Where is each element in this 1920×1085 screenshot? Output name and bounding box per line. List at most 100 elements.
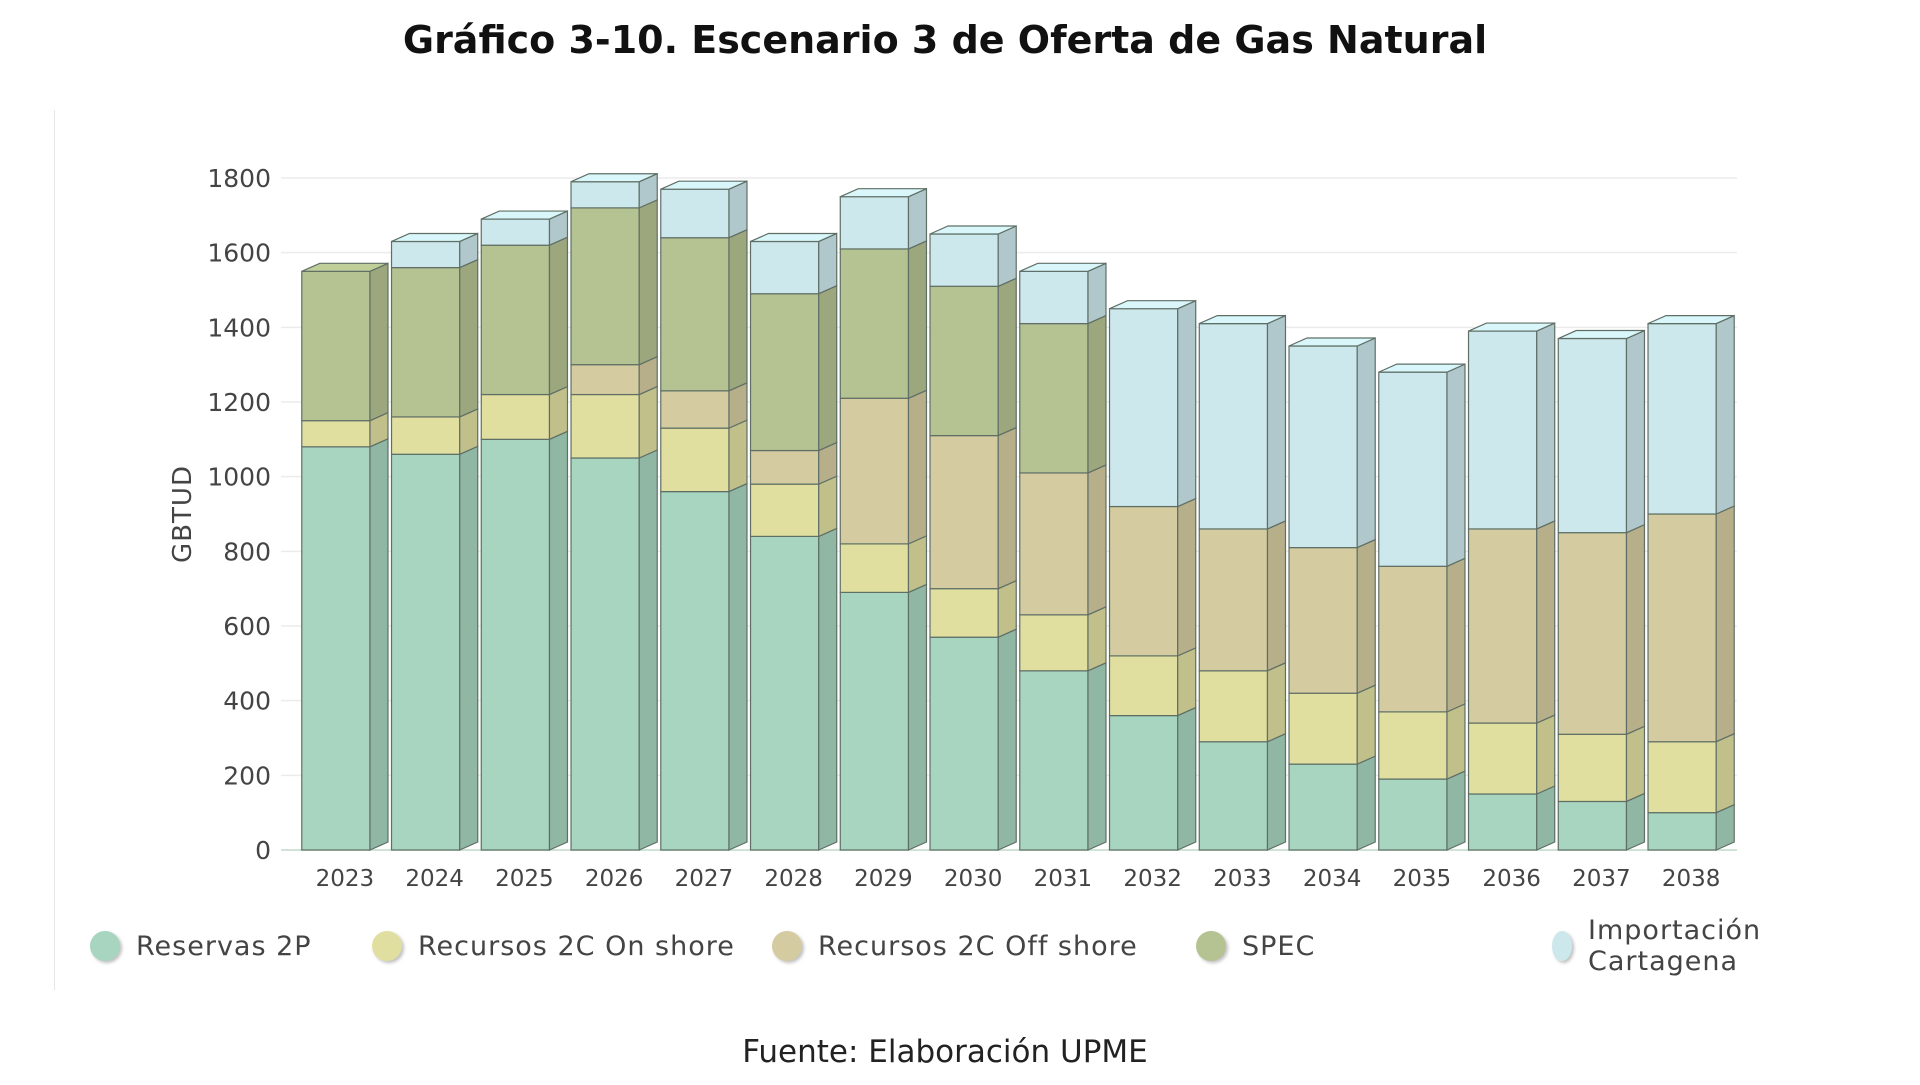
bar-segment-side xyxy=(1177,706,1197,851)
x-tick-label: 2034 xyxy=(1303,866,1362,892)
bar-segment-side xyxy=(1177,646,1197,717)
y-tick-label: 1000 xyxy=(207,463,271,492)
bar-segment xyxy=(1557,337,1628,534)
bar-segment-side xyxy=(638,198,658,366)
bar-segment xyxy=(1108,505,1179,657)
bar-segment xyxy=(660,188,730,239)
chart-panel: 0 200 400 600 800 1000 1200 1400 1600 1800 GBTUD 20… xyxy=(54,110,1827,990)
x-tick-label: 2030 xyxy=(944,866,1003,892)
bar-segment-side xyxy=(1356,337,1376,549)
chart-legend: Reservas 2P Recursos 2C On shore Recursos … xyxy=(90,915,1810,977)
y-tick-label: 400 xyxy=(223,687,271,716)
y-tick-label: 1800 xyxy=(207,164,271,193)
bar-top xyxy=(1647,315,1735,325)
bar-top xyxy=(1378,363,1466,373)
legend-item: SPEC xyxy=(1196,922,1315,970)
legend-label: Recursos 2C Off shore xyxy=(818,930,1138,962)
x-tick-label: 2037 xyxy=(1572,866,1631,892)
bar-segment-side xyxy=(1536,322,1556,530)
legend-item: Recursos 2C On shore xyxy=(372,922,735,970)
bar-segment xyxy=(1108,655,1179,717)
bar-segment-side xyxy=(907,583,928,851)
bar-segment-side xyxy=(1087,605,1107,672)
bar-top xyxy=(1288,337,1376,347)
bar-segment-side xyxy=(907,389,928,545)
bar-segment xyxy=(1647,323,1717,515)
bar-segment xyxy=(480,393,551,440)
bar-top xyxy=(840,188,927,198)
bar-top xyxy=(1468,322,1555,332)
bar-group xyxy=(660,180,748,851)
bar-segment xyxy=(1288,345,1358,549)
stacked-bar-chart: 0 200 400 600 800 1000 1200 1400 1600 1800 GBTUD 20… xyxy=(168,164,1737,892)
y-tick-label: 800 xyxy=(223,537,271,566)
bar-segment-side xyxy=(1087,314,1107,474)
bar-segment xyxy=(1557,532,1628,735)
bar-segment-side xyxy=(1266,732,1287,851)
bar-segment-side xyxy=(907,240,928,400)
bar-segment xyxy=(1198,323,1269,530)
bar-segment xyxy=(1198,741,1269,851)
chart-title: Gráfico 3-10. Escenario 3 de Oferta de G… xyxy=(402,18,1488,62)
bar-segment xyxy=(929,588,999,638)
bar-segment-side xyxy=(1266,520,1287,672)
bar-segment-side xyxy=(1356,538,1376,695)
bar-segment-side xyxy=(1715,732,1735,814)
bar-segment xyxy=(1647,812,1717,851)
bar-segment-side xyxy=(1625,725,1646,803)
bar-group xyxy=(1108,299,1197,851)
bar-group xyxy=(1198,314,1287,851)
bar-segment xyxy=(570,181,640,209)
bar-segment-side xyxy=(907,534,928,594)
x-tick-label: 2024 xyxy=(405,866,464,892)
bar-group xyxy=(1557,329,1646,851)
bar-segment xyxy=(839,196,910,250)
bar-segment xyxy=(1019,614,1089,672)
bar-segment-side xyxy=(1715,314,1735,515)
bar-segment xyxy=(1019,323,1089,474)
bar-segment-side xyxy=(818,284,838,452)
bar-segment xyxy=(929,233,999,287)
bar-segment-side xyxy=(1087,464,1107,616)
bar-segment xyxy=(1647,741,1717,814)
bar-segment-side xyxy=(459,445,479,851)
y-tick-label: 600 xyxy=(223,612,271,641)
legend-swatch xyxy=(772,931,802,961)
bar-segment xyxy=(1557,733,1628,803)
bar-segment-side xyxy=(997,579,1017,639)
bar-segment-side xyxy=(638,385,658,459)
x-tick-label: 2027 xyxy=(675,866,734,892)
bar-top xyxy=(391,232,478,243)
bar-segment xyxy=(1467,330,1538,530)
bar-segment-side xyxy=(1625,792,1646,851)
bar-segment xyxy=(929,285,999,437)
bar-top xyxy=(1019,262,1107,272)
bar-segment-side xyxy=(818,232,838,295)
bar-segment xyxy=(301,420,371,448)
bar-segment xyxy=(839,591,910,851)
bar-segment xyxy=(390,416,461,455)
bar-segment-side xyxy=(818,527,838,851)
bar-segment-side xyxy=(1446,702,1466,780)
bar-segment xyxy=(480,244,551,396)
bar-segment-side xyxy=(728,482,748,851)
bar-top xyxy=(1199,315,1286,325)
bar-segment-side xyxy=(1177,299,1197,508)
bar-segment xyxy=(570,364,640,396)
source-note: Fuente: Elaboración UPME xyxy=(742,1034,1148,1070)
y-tick-label: 0 xyxy=(255,836,271,865)
bar-group xyxy=(1467,322,1556,851)
bar-segment-side xyxy=(1536,714,1556,795)
bar-segment xyxy=(480,218,551,246)
bar-segment-side xyxy=(1446,557,1466,713)
bar-segment xyxy=(1288,692,1358,765)
bar-segment-side xyxy=(369,262,389,422)
legend-label: Recursos 2C On shore xyxy=(418,930,735,962)
bar-segment-side xyxy=(459,258,479,418)
y-tick-label: 1600 xyxy=(207,239,271,268)
bar-segment-side xyxy=(818,475,838,538)
bar-segment xyxy=(660,491,730,851)
bar-group xyxy=(1647,314,1735,851)
bar-segment xyxy=(749,483,820,537)
x-tick-label: 2036 xyxy=(1482,866,1541,892)
